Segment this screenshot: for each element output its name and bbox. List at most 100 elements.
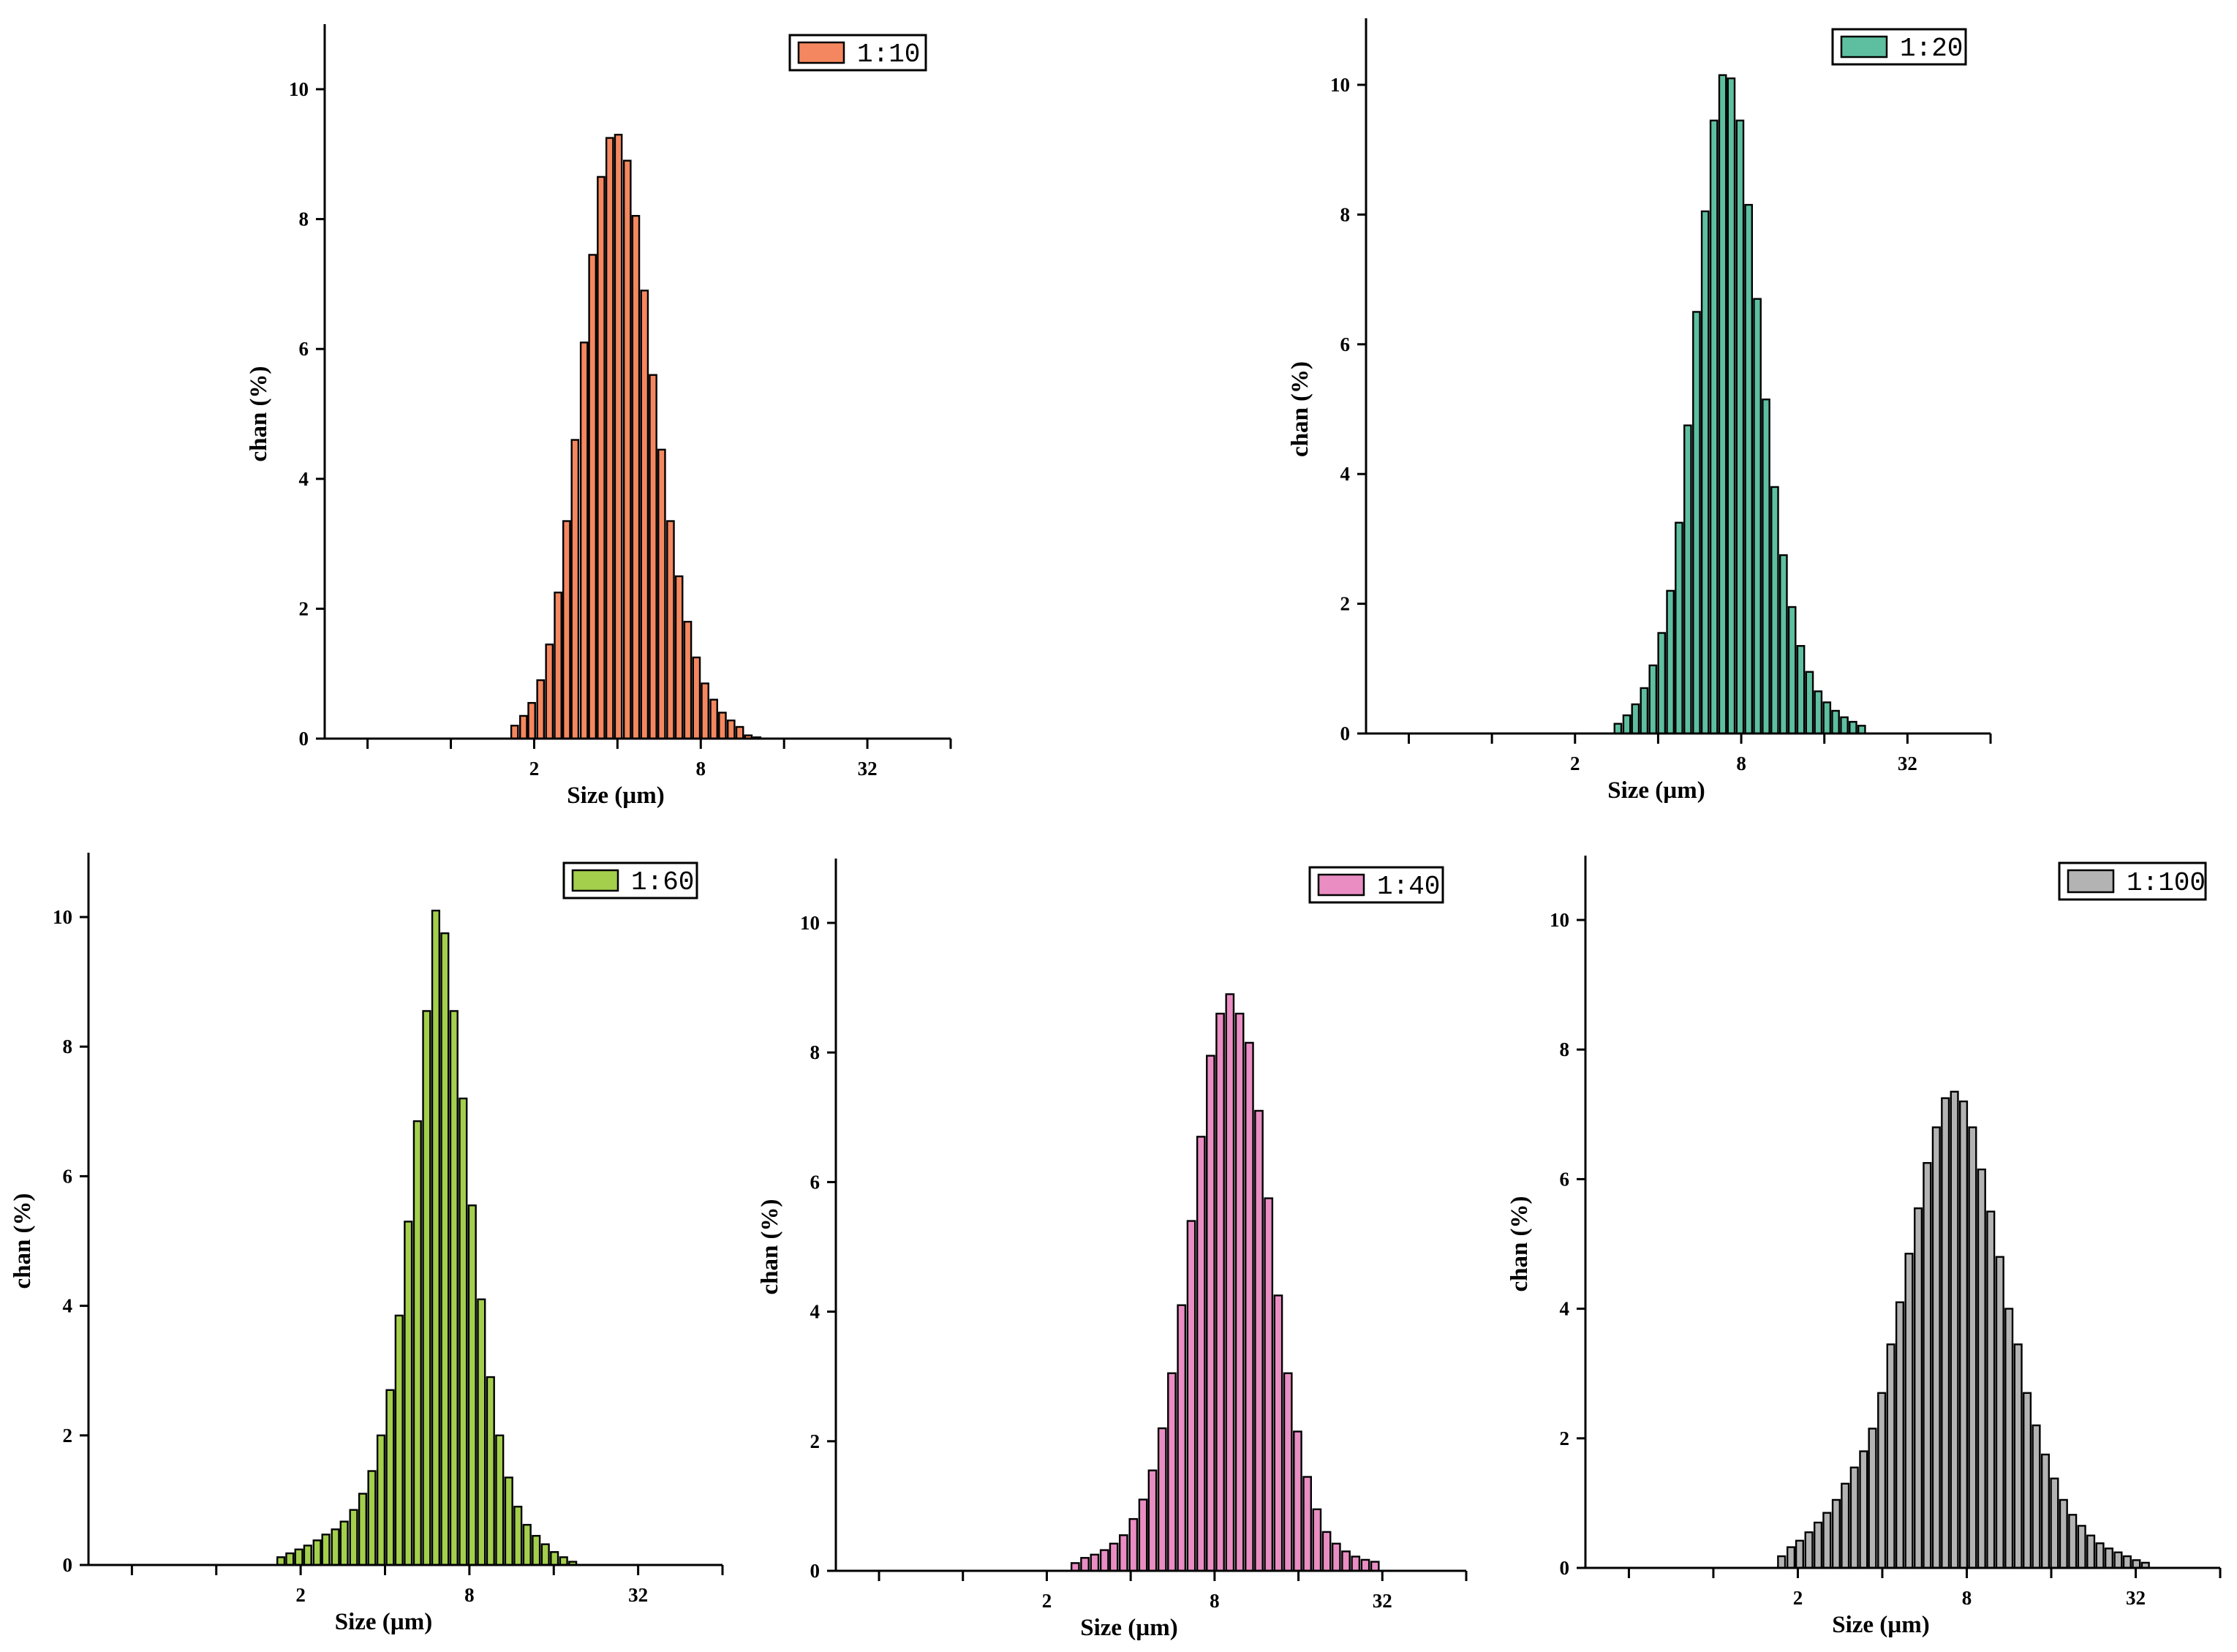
histogram-bar (622, 159, 632, 740)
chart-panel-1-100: 0 2 4 6 8 10 2 8 32 Size (µm) chan (%) 1:100 (1506, 856, 2222, 1638)
histogram-bar (1841, 1482, 1850, 1569)
histogram-bar (1813, 1521, 1823, 1569)
histogram-bar (559, 1556, 568, 1566)
legend-swatch (1317, 873, 1365, 897)
histogram-bar (1245, 1041, 1254, 1572)
histogram-bar (404, 1221, 413, 1566)
histogram-bar (718, 712, 727, 740)
x-tick-label: 32 (1898, 753, 1917, 774)
histogram-bar (1177, 1304, 1187, 1572)
x-axis-title: Size (µm) (1832, 1612, 1930, 1638)
y-tick-label: 2 (63, 1425, 73, 1447)
histogram-bar (303, 1544, 312, 1566)
histogram-bar (513, 1506, 523, 1566)
legend-box (788, 34, 927, 72)
histogram-bar (1786, 1546, 1796, 1569)
x-tick-label: 8 (696, 758, 706, 780)
y-tick-label: 2 (810, 1430, 821, 1452)
histogram-bar (1895, 1301, 1905, 1569)
histogram-bar (1787, 606, 1797, 735)
histogram-bar (1778, 554, 1788, 735)
histogram-bar (1805, 671, 1814, 735)
histogram-bar (1321, 1531, 1332, 1572)
histogram-bar (1167, 1372, 1177, 1572)
histogram-bar (2032, 1424, 2041, 1569)
histogram-bar (597, 176, 606, 740)
histogram-bar (1331, 1542, 1341, 1572)
histogram-bar (2040, 1453, 2051, 1569)
histogram-bar (1831, 709, 1840, 735)
y-tick-label: 4 (810, 1301, 821, 1323)
histogram-bar (1138, 1498, 1148, 1572)
x-axis-title: Size (µm) (335, 1609, 433, 1635)
histogram-bar (1762, 398, 1770, 735)
histogram-bar (522, 1523, 532, 1566)
histogram-bar (605, 137, 614, 740)
histogram-bar (331, 1528, 340, 1566)
histogram-bar (674, 575, 684, 740)
histogram-bar (532, 1534, 541, 1566)
histogram-bar (2113, 1551, 2123, 1569)
histogram-bar (1109, 1542, 1119, 1572)
histogram-bar (550, 1551, 559, 1566)
histogram-bar (579, 342, 589, 740)
histogram-bar (1923, 1162, 1932, 1569)
histogram-bar (349, 1509, 358, 1566)
histogram-bar (467, 1204, 477, 1566)
legend-label: 1:100 (2127, 868, 2206, 898)
histogram-bar (1341, 1550, 1351, 1572)
y-tick-label: 4 (63, 1295, 73, 1317)
histogram-bar (1840, 716, 1849, 735)
y-tick-label: 4 (1340, 463, 1351, 485)
histogram-bar (1849, 1466, 1859, 1569)
histogram-bar (477, 1298, 486, 1566)
legend-label: 1:20 (1900, 34, 1963, 64)
y-tick-label: 0 (1560, 1557, 1570, 1579)
histogram-bar (1234, 1012, 1245, 1572)
histogram-bar (614, 133, 623, 740)
histogram-bar (1070, 1562, 1080, 1572)
histogram-bar (495, 1434, 505, 1566)
histogram-bar (459, 1097, 468, 1566)
legend-label: 1:40 (1377, 872, 1440, 902)
y-tick-label: 8 (810, 1041, 821, 1063)
histogram-bar (735, 725, 744, 740)
histogram-bar (1777, 1555, 1787, 1569)
histogram-bar (440, 932, 450, 1566)
histogram-bar (2068, 1514, 2078, 1569)
legend-swatch (797, 41, 845, 64)
histogram-bar (1351, 1555, 1361, 1572)
histogram-bar (2022, 1392, 2032, 1569)
histogram-bar (540, 1543, 550, 1566)
histogram-bar (1941, 1097, 1950, 1569)
histogram-bar (358, 1493, 368, 1566)
histogram-bar (1657, 632, 1667, 735)
histogram-bar (1206, 1055, 1215, 1572)
histogram-bar (1631, 703, 1640, 735)
y-axis-title: chan (%) (757, 1199, 783, 1294)
histogram-bar (562, 520, 571, 740)
histogram-bar (527, 701, 536, 740)
x-tick-label: 2 (1042, 1590, 1052, 1612)
histogram-bar (1147, 1469, 1158, 1572)
histogram-bar (321, 1534, 331, 1566)
histogram-bar (692, 656, 701, 740)
y-tick-label: 10 (289, 78, 309, 100)
histogram-bar (1986, 1210, 1996, 1569)
histogram-bar (709, 698, 718, 740)
y-tick-label: 8 (299, 208, 309, 230)
histogram-bar (1683, 424, 1692, 735)
y-tick-label: 6 (1560, 1168, 1570, 1190)
histogram-bar (1700, 210, 1710, 735)
histogram-bar (1744, 203, 1754, 735)
histogram-bar (1968, 1126, 1977, 1569)
histogram-bar (2004, 1308, 2014, 1569)
x-tick-label: 8 (1736, 753, 1746, 774)
histogram-bar (1709, 119, 1719, 735)
histogram-bar (1931, 1126, 1941, 1569)
histogram-bar (1814, 690, 1823, 735)
histogram-bar (1090, 1553, 1100, 1572)
y-axis-title: chan (%) (1506, 1196, 1533, 1291)
histogram-bar (1904, 1253, 1914, 1569)
